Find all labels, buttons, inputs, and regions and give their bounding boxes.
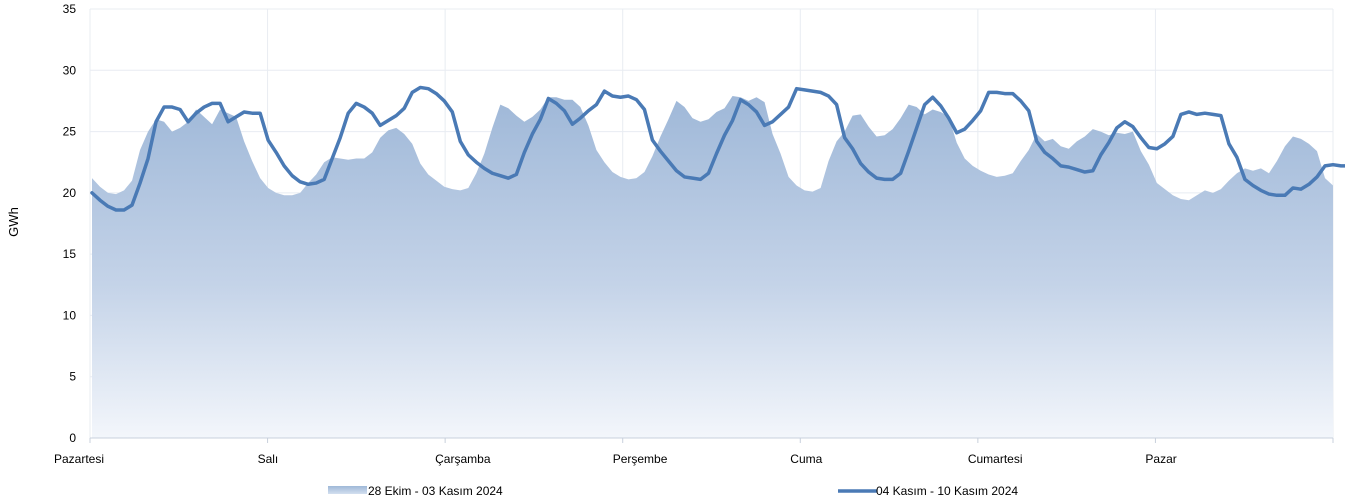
series-area-previous-week xyxy=(92,96,1333,438)
legend-item-previous-week: 28 Ekim - 03 Kasım 2024 xyxy=(328,484,503,498)
series-line-group xyxy=(90,85,1345,212)
y-tick-label-6: 30 xyxy=(63,63,77,77)
y-tick-label-3: 15 xyxy=(63,247,77,261)
x-tick-label-5: Cumartesi xyxy=(968,452,1023,466)
y-tick-label-5: 25 xyxy=(63,125,77,139)
axes xyxy=(89,437,1334,443)
x-tick-label-6: Pazar xyxy=(1145,452,1176,466)
series-area-group xyxy=(92,96,1333,438)
y-tick-labels: 0 5 10 15 20 25 30 35 xyxy=(63,2,77,445)
legend-label-current-week: 04 Kasım - 10 Kasım 2024 xyxy=(876,484,1018,498)
y-axis-title: GWh xyxy=(6,207,21,237)
y-tick-label-2: 10 xyxy=(63,308,77,322)
y-tick-label-0: 0 xyxy=(69,431,76,445)
x-tick-label-1: Salı xyxy=(258,452,279,466)
legend-label-previous-week: 28 Ekim - 03 Kasım 2024 xyxy=(368,484,503,498)
x-tick-label-4: Cuma xyxy=(790,452,822,466)
series-line-current-week xyxy=(90,85,1345,212)
x-tick-labels: Pazartesi Salı Çarşamba Perşembe Cuma Cumarte… xyxy=(54,452,1177,466)
legend-item-current-week: 04 Kasım - 10 Kasım 2024 xyxy=(838,484,1018,498)
x-tick-label-2: Çarşamba xyxy=(435,452,491,466)
legend-swatch-area xyxy=(328,486,367,494)
y-tick-label-1: 5 xyxy=(69,370,76,384)
x-tick-label-0: Pazartesi xyxy=(54,452,104,466)
y-tick-label-4: 20 xyxy=(63,186,77,200)
x-tick-label-3: Perşembe xyxy=(613,452,668,466)
legend: 28 Ekim - 03 Kasım 2024 04 Kasım - 10 Ka… xyxy=(328,484,1018,498)
y-tick-label-7: 35 xyxy=(63,2,77,16)
